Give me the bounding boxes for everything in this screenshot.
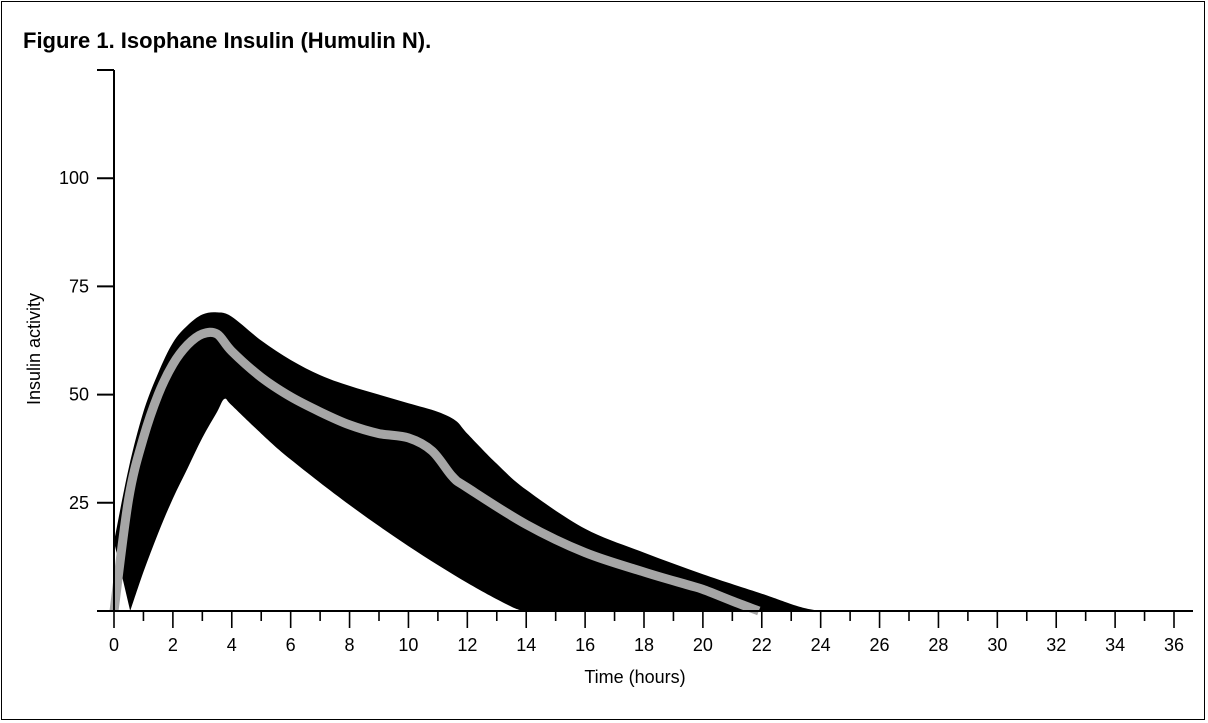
x-tick-label: 30 bbox=[987, 635, 1007, 655]
chart-title: Figure 1. Isophane Insulin (Humulin N). bbox=[23, 28, 432, 53]
x-tick-label: 14 bbox=[516, 635, 536, 655]
y-tick-label: 75 bbox=[69, 276, 89, 296]
y-axis-label: Insulin activity bbox=[24, 293, 44, 405]
x-tick-label: 0 bbox=[109, 635, 119, 655]
y-tick-label: 50 bbox=[69, 385, 89, 405]
x-tick-label: 12 bbox=[457, 635, 477, 655]
x-tick-label: 22 bbox=[752, 635, 772, 655]
activity-range-band bbox=[114, 312, 821, 611]
x-tick-label: 20 bbox=[693, 635, 713, 655]
x-tick-label: 32 bbox=[1046, 635, 1066, 655]
x-tick-label: 6 bbox=[286, 635, 296, 655]
y-tick-label: 25 bbox=[69, 493, 89, 513]
mean-activity-line bbox=[109, 327, 761, 616]
x-tick-label: 26 bbox=[870, 635, 890, 655]
x-tick-label: 2 bbox=[168, 635, 178, 655]
x-tick-label: 8 bbox=[345, 635, 355, 655]
x-axis-label: Time (hours) bbox=[584, 667, 685, 687]
x-tick-label: 16 bbox=[575, 635, 595, 655]
x-tick-label: 10 bbox=[398, 635, 418, 655]
axes: 0 2 4 6 8 10 12 14 16 18 20 22 24 26 28 30 32 34 362550751… bbox=[59, 69, 1193, 655]
x-tick-label: 28 bbox=[928, 635, 948, 655]
x-tick-label: 18 bbox=[634, 635, 654, 655]
x-tick-label: 4 bbox=[227, 635, 237, 655]
y-tick-label: 100 bbox=[59, 168, 89, 188]
x-tick-label: 34 bbox=[1105, 635, 1125, 655]
x-tick-label: 36 bbox=[1164, 635, 1184, 655]
plot-area bbox=[109, 312, 821, 616]
x-tick-label: 24 bbox=[811, 635, 831, 655]
